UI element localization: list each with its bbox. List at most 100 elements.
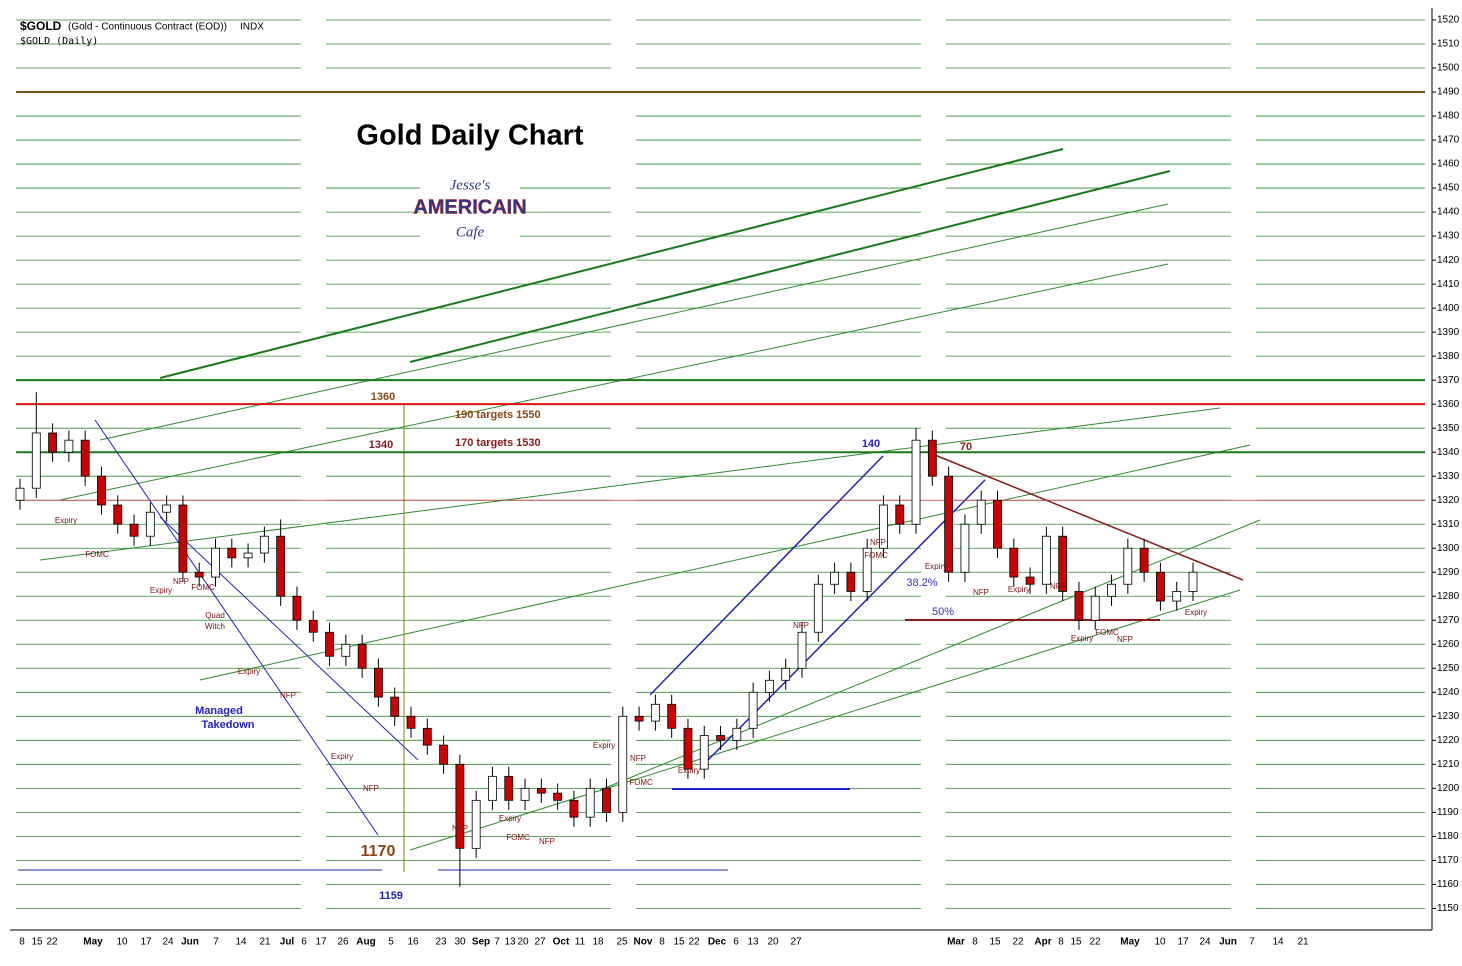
candle-body (325, 631, 334, 657)
y-tick-label: 1350 (1437, 423, 1460, 434)
y-tick-label: 1180 (1437, 831, 1459, 842)
candle-body (390, 696, 400, 717)
candle-body (650, 703, 660, 722)
candle-body (585, 787, 595, 818)
candle-body (488, 775, 497, 801)
candle-body (308, 619, 318, 633)
resistance-line (929, 452, 1244, 581)
candle-body (911, 439, 921, 525)
candle-body (683, 727, 693, 770)
y-tick-label: 1270 (1437, 615, 1460, 626)
x-tick-label: 8 (19, 937, 25, 948)
x-tick-label: 8 (1058, 937, 1064, 948)
candle-body (618, 715, 628, 813)
logo-box (420, 170, 520, 250)
annotation: FOMC (506, 833, 530, 842)
x-tick-label: 10 (1154, 937, 1166, 948)
period: $GOLD (Daily) (20, 36, 98, 47)
x-tick-label: 17 (1177, 937, 1189, 948)
trend-line (39, 407, 1221, 561)
candle-body (113, 504, 123, 525)
logo-bottom: Cafe (456, 224, 485, 240)
annotation: Expiry (593, 741, 615, 750)
x-tick-label: Jun (1219, 937, 1237, 948)
annotation: NFP (1117, 635, 1133, 644)
y-tick-label: 1190 (1437, 807, 1459, 818)
x-tick-label: 15 (1070, 937, 1082, 948)
candle-body (1107, 583, 1116, 597)
candle-body (1074, 591, 1084, 621)
annotation: Expiry (925, 562, 947, 571)
candle-body (145, 511, 155, 537)
trend-line (409, 589, 1241, 851)
y-tick-label: 1450 (1437, 183, 1460, 194)
x-tick-label: 15 (31, 937, 43, 948)
candle-body (211, 547, 220, 578)
y-tick-label: 1520 (1437, 15, 1460, 26)
candle-body (813, 583, 823, 633)
y-tick-label: 1370 (1437, 375, 1460, 386)
x-tick-label: 7 (213, 937, 219, 948)
annotation: NFP (363, 784, 379, 793)
trend-line (159, 148, 1064, 379)
candle-body (194, 571, 204, 578)
y-tick-label: 1480 (1437, 111, 1460, 122)
y-tick-label: 1470 (1437, 135, 1460, 146)
annotation: Takedown (202, 719, 255, 731)
trend-line (199, 444, 1251, 681)
x-tick-label: Nov (634, 937, 653, 948)
x-tick-label: 21 (259, 937, 271, 948)
x-tick-label: 16 (407, 937, 419, 948)
y-tick-label: 1340 (1437, 447, 1460, 458)
logo: Jesse's AMERICAIN Cafe (413, 170, 527, 250)
y-tick-label: 1290 (1437, 567, 1460, 578)
y-tick-label: 1490 (1437, 87, 1460, 98)
candle-body (259, 535, 269, 554)
annotation: Expiry (150, 586, 172, 595)
candle-body (960, 523, 970, 573)
candle-body (520, 787, 530, 801)
candle-body (504, 775, 514, 801)
x-tick-label: 24 (162, 937, 174, 948)
candle-body (1058, 535, 1068, 592)
x-tick-label: 15 (673, 937, 685, 948)
annotation: FOMC (85, 550, 109, 559)
trend-line (99, 203, 1169, 441)
annotation: FOMC (864, 551, 888, 560)
candle-body (227, 547, 237, 559)
x-tick-label: 10 (116, 937, 128, 948)
x-tick-label: 22 (46, 937, 58, 948)
x-tick-label: May (1120, 937, 1140, 948)
candle-body (634, 715, 644, 722)
annotation: NFP (973, 588, 989, 597)
candle-body (80, 439, 90, 477)
x-tick-label: 30 (454, 937, 466, 948)
annotation: 1159 (379, 890, 403, 902)
y-tick-label: 1230 (1437, 711, 1460, 722)
candle-body (48, 432, 57, 453)
x-tick-label: 8 (972, 937, 978, 948)
y-tick-label: 1380 (1437, 351, 1460, 362)
x-tick-label: 20 (767, 937, 779, 948)
candle-body (602, 787, 611, 813)
annotation: 1360 (371, 391, 395, 403)
x-tick-label: 17 (140, 937, 152, 948)
candle-body (357, 643, 367, 669)
y-tick-label: 1200 (1437, 783, 1460, 794)
annotation: 70 (960, 441, 972, 453)
annotation: FOMC (629, 778, 653, 787)
x-tick-label: 5 (388, 937, 394, 948)
candle-body (699, 735, 709, 770)
candle-body (1025, 576, 1035, 585)
description: (Gold - Continuous Contract (EOD)) (68, 22, 227, 33)
x-tick-label: 7 (1249, 937, 1255, 948)
x-tick-label: 24 (1199, 937, 1211, 948)
symbol: $GOLD (20, 19, 62, 33)
candle-body (1188, 571, 1198, 592)
candle-body (243, 552, 253, 559)
annotation: Expiry (1071, 634, 1093, 643)
candle-body (781, 667, 791, 681)
y-tick-label: 1330 (1437, 471, 1460, 482)
channel-line (649, 455, 884, 696)
